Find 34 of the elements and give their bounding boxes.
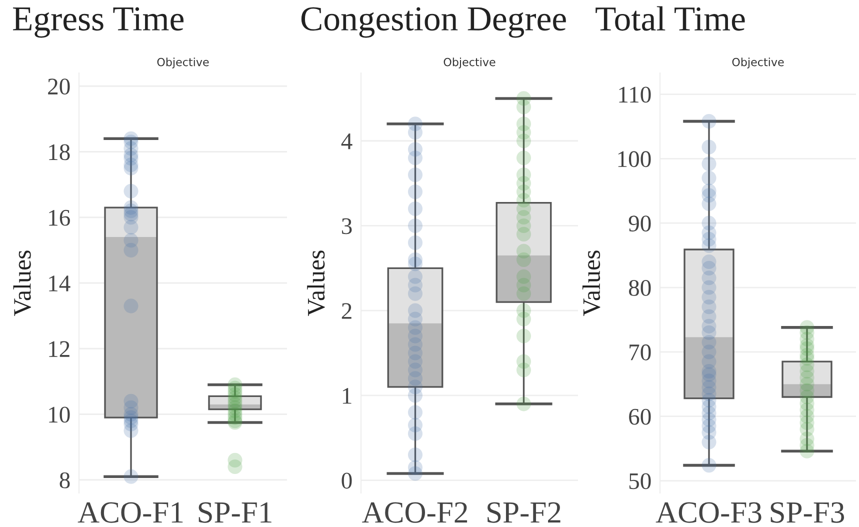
y-tick-label: 20 <box>48 78 70 95</box>
y-tick-label: 110 <box>619 86 651 103</box>
y-tick-label: 50 <box>629 473 651 490</box>
y-tick-label: 80 <box>628 280 651 296</box>
chart-subtitle: Objective <box>732 58 784 68</box>
chart-title: Congestion Degree <box>301 7 566 38</box>
y-tick-label: 0 <box>342 472 352 489</box>
y-tick-label: 90 <box>628 216 651 232</box>
y-axis-title: Values <box>582 250 600 316</box>
y-axis-title: Values <box>13 250 31 316</box>
y-tick-label: 10 <box>49 406 70 423</box>
y-axis-title: Values <box>307 250 325 316</box>
y-tick-label: 2 <box>342 303 352 319</box>
y-tick-label: 4 <box>341 134 352 150</box>
x-tick-label: SP-F2 <box>488 502 560 523</box>
y-tick-label: 14 <box>49 276 70 292</box>
x-tick-label: ACO-F1 <box>78 502 183 523</box>
y-tick-label: 60 <box>629 408 651 425</box>
y-tick-label: 16 <box>49 210 70 226</box>
y-tick-label: 1 <box>342 388 352 404</box>
chart-title: Total Time <box>596 6 745 31</box>
chart-subtitle: Objective <box>157 58 209 68</box>
chart-subtitle: Objective <box>444 58 496 68</box>
y-tick-label: 8 <box>60 472 70 488</box>
x-tick-label: SP-F3 <box>770 502 844 523</box>
y-tick-label: 70 <box>630 344 651 360</box>
x-tick-label: ACO-F2 <box>362 502 468 523</box>
x-tick-label: SP-F1 <box>198 502 272 523</box>
x-tick-label: ACO-F3 <box>656 502 762 523</box>
y-tick-label: 100 <box>618 151 651 168</box>
y-tick-label: 3 <box>342 218 352 234</box>
chart-title: Egress Time <box>13 7 184 38</box>
y-tick-label: 12 <box>49 341 70 357</box>
y-tick-label: 18 <box>49 144 70 160</box>
